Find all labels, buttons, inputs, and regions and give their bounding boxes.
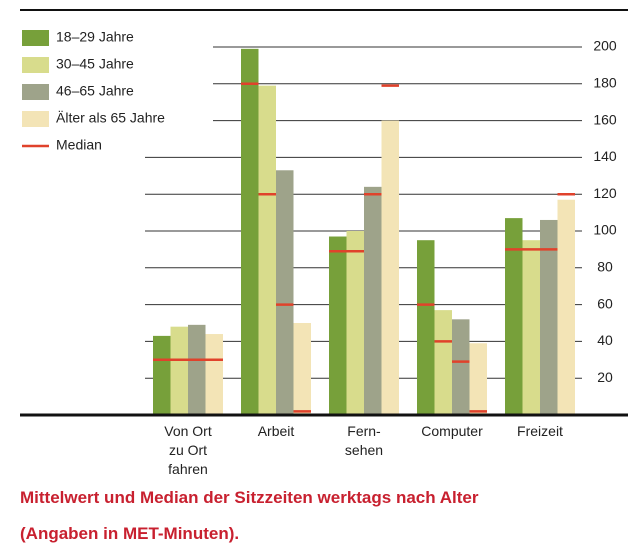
chart-title: Mittelwert und Median der Sitzzeiten wer… <box>20 488 479 507</box>
bar <box>293 323 311 415</box>
y-tick-label: 40 <box>597 332 613 348</box>
legend-label: 30–45 Jahre <box>56 56 134 72</box>
x-tick-label: Von Ort zu Ort fahren <box>164 423 212 477</box>
bar <box>417 240 435 415</box>
legend-label: Median <box>56 137 102 153</box>
bar <box>346 231 364 415</box>
legend-swatch <box>22 57 49 73</box>
legend-swatch <box>22 30 49 46</box>
bar <box>469 343 487 415</box>
y-tick-label: 140 <box>593 148 617 164</box>
y-tick-label: 100 <box>593 222 617 238</box>
bar <box>258 85 276 415</box>
chart-subtitle: (Angaben in MET-Minuten). <box>20 524 240 543</box>
bar <box>540 219 558 415</box>
x-tick-label: Computer <box>421 423 483 439</box>
bar <box>364 186 382 415</box>
y-tick-label: 60 <box>597 295 613 311</box>
x-tick-label: Arbeit <box>257 423 295 439</box>
bar <box>522 240 540 415</box>
legend-label: Älter als 65 Jahre <box>56 110 165 126</box>
y-tick-label: 200 <box>593 38 617 54</box>
legend-label: 18–29 Jahre <box>56 29 134 45</box>
bar <box>434 310 452 415</box>
bar <box>188 324 206 415</box>
y-tick-label: 180 <box>593 75 617 91</box>
bar <box>153 335 171 415</box>
y-tick-label: 120 <box>593 185 617 201</box>
bar <box>557 199 575 415</box>
bar <box>452 319 470 415</box>
legend-swatch <box>22 111 49 127</box>
y-tick-label: 20 <box>597 369 613 385</box>
legend-swatch <box>22 84 49 100</box>
x-tick-label: Fern- sehen <box>344 423 384 458</box>
bar <box>170 326 188 415</box>
y-tick-label: 160 <box>593 111 617 127</box>
bar <box>276 170 294 415</box>
bar <box>329 236 347 415</box>
bar <box>241 48 259 416</box>
bar <box>205 334 223 415</box>
x-tick-label: Freizeit <box>517 423 563 439</box>
bar <box>505 218 523 415</box>
y-tick-label: 80 <box>597 259 613 275</box>
bar <box>381 120 399 415</box>
legend-label: 46–65 Jahre <box>56 83 134 99</box>
